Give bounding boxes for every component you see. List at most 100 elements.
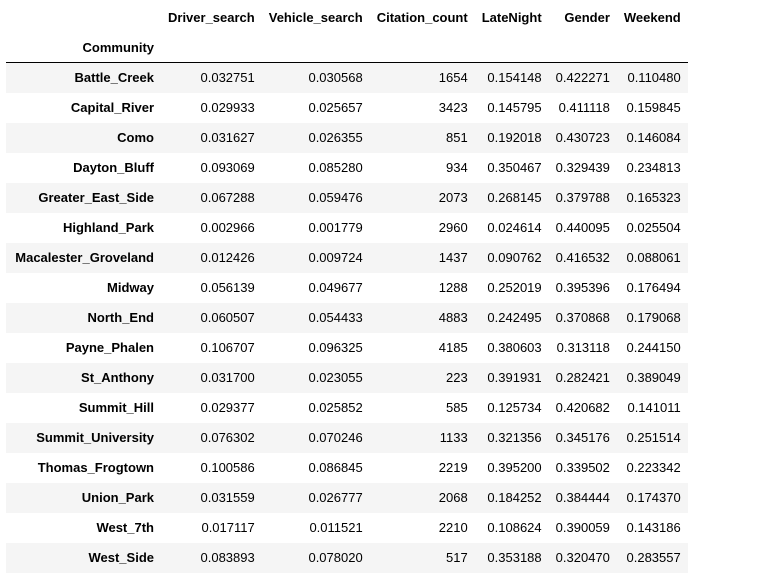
row-index-label: Midway — [107, 280, 154, 295]
header-blank-cell — [548, 34, 617, 63]
table-cell: 0.067288 — [200, 190, 255, 205]
header-blank-cell — [474, 34, 549, 63]
table-cell: 1437 — [438, 250, 468, 265]
table-row: Summit_University 0.076302 0.070246 1133 0.3… — [6, 423, 688, 453]
table-cell: 0.242495 — [487, 310, 542, 325]
row-index-label: Dayton_Bluff — [73, 160, 154, 175]
header-blank-cell — [616, 34, 688, 63]
table-cell: 0.282421 — [555, 370, 610, 385]
table-cell: 0.141011 — [627, 400, 681, 415]
table-header: Driver_search Vehicle_search Citation_co… — [6, 2, 688, 63]
table-cell: 0.174370 — [626, 490, 681, 505]
table-cell: 0.165323 — [626, 190, 681, 205]
row-index-label: West_7th — [96, 520, 154, 535]
table-cell: 0.380603 — [487, 340, 542, 355]
table-cell: 0.024614 — [487, 220, 542, 235]
table-cell: 0.395200 — [487, 460, 542, 475]
table-cell: 0.244150 — [626, 340, 681, 355]
table-cell: 0.345176 — [555, 430, 610, 445]
table-cell: 2073 — [438, 190, 468, 205]
table-cell: 0.031700 — [200, 370, 255, 385]
row-index-label: Macalester_Groveland — [15, 250, 154, 265]
table-cell: 0.031627 — [200, 130, 255, 145]
table-body: Battle_Creek 0.032751 0.030568 1654 0.154148… — [6, 62, 688, 573]
table-cell: 2960 — [438, 220, 468, 235]
table-cell: 0.339502 — [555, 460, 610, 475]
table-cell: 0.032751 — [200, 70, 255, 85]
table-cell: 0.070246 — [308, 430, 363, 445]
table-cell: 0.056139 — [200, 280, 255, 295]
table-cell: 0.176494 — [626, 280, 681, 295]
header-blank-cell — [261, 34, 370, 63]
table-cell: 0.088061 — [626, 250, 681, 265]
table-cell: 3423 — [438, 100, 468, 115]
table-row: Capital_River 0.029933 0.025657 3423 0.14579… — [6, 93, 688, 123]
row-index-label: Greater_East_Side — [38, 190, 154, 205]
row-index-label: St_Anthony — [81, 370, 154, 385]
table-cell: 223 — [446, 370, 468, 385]
row-index-label: Thomas_Frogtown — [37, 460, 154, 475]
row-index-label: North_End — [87, 310, 154, 325]
table-cell: 0.093069 — [200, 160, 255, 175]
table-cell: 0.106707 — [200, 340, 255, 355]
table-cell: 0.350467 — [487, 160, 542, 175]
row-index-label: Highland_Park — [62, 220, 154, 235]
table-cell: 0.017117 — [201, 520, 255, 535]
row-index-label: Battle_Creek — [74, 70, 155, 85]
table-cell: 0.379788 — [555, 190, 610, 205]
row-index-label: Capital_River — [70, 100, 154, 115]
table-cell: 0.100586 — [200, 460, 255, 475]
header-blank-cell — [161, 34, 262, 63]
row-index-label: Union_Park — [81, 490, 154, 505]
column-header: Driver_search — [168, 10, 255, 25]
table-cell: 0.060507 — [200, 310, 255, 325]
table-cell: 0.420682 — [555, 400, 610, 415]
table-cell: 0.110480 — [627, 70, 681, 85]
table-row: Union_Park 0.031559 0.026777 2068 0.184252 0.… — [6, 483, 688, 513]
table-cell: 0.025504 — [626, 220, 681, 235]
table-cell: 0.086845 — [308, 460, 363, 475]
row-index-label: West_Side — [88, 550, 154, 565]
table-cell: 0.422271 — [555, 70, 610, 85]
table-cell: 0.251514 — [626, 430, 681, 445]
row-index-label: Summit_University — [36, 430, 154, 445]
table-cell: 0.090762 — [487, 250, 542, 265]
column-header: Citation_count — [376, 10, 468, 25]
table-cell: 0.252019 — [487, 280, 542, 295]
table-cell: 0.223342 — [626, 460, 681, 475]
table-cell: 934 — [446, 160, 468, 175]
table-cell: 0.083893 — [200, 550, 255, 565]
table-cell: 0.002966 — [200, 220, 255, 235]
table-row: Dayton_Bluff 0.093069 0.085280 934 0.350467 0… — [6, 153, 688, 183]
table-cell: 0.078020 — [308, 550, 363, 565]
table-cell: 0.184252 — [487, 490, 542, 505]
table-cell: 0.395396 — [555, 280, 610, 295]
table-row: Macalester_Groveland 0.012426 0.009724 1437… — [6, 243, 688, 273]
table-cell: 0.353188 — [487, 550, 542, 565]
column-header: Weekend — [623, 10, 681, 25]
table-cell: 0.076302 — [200, 430, 255, 445]
table-cell: 0.026355 — [308, 130, 363, 145]
table-row: Midway 0.056139 0.049677 1288 0.252019 0.3953… — [6, 273, 688, 303]
table-cell: 0.390059 — [555, 520, 610, 535]
table-cell: 0.391931 — [487, 370, 542, 385]
table-cell: 0.031559 — [200, 490, 255, 505]
table-cell: 2219 — [438, 460, 468, 475]
table-cell: 0.143186 — [626, 520, 681, 535]
table-cell: 0.025657 — [308, 100, 363, 115]
table-cell: 0.159845 — [626, 100, 681, 115]
table-cell: 0.154148 — [487, 70, 542, 85]
table-cell: 0.192018 — [487, 130, 542, 145]
table-cell: 0.108624 — [487, 520, 542, 535]
table-cell: 0.430723 — [555, 130, 610, 145]
table-row: North_End 0.060507 0.054433 4883 0.242495 0.3… — [6, 303, 688, 333]
index-name-row: Community — [6, 34, 688, 63]
table-cell: 0.096325 — [308, 340, 363, 355]
table-row: Greater_East_Side 0.067288 0.059476 2073 0.2… — [6, 183, 688, 213]
table-cell: 1133 — [439, 430, 468, 445]
table-cell: 0.029933 — [200, 100, 255, 115]
table-cell: 585 — [446, 400, 468, 415]
table-cell: 2068 — [438, 490, 468, 505]
table-cell: 0.026777 — [308, 490, 363, 505]
